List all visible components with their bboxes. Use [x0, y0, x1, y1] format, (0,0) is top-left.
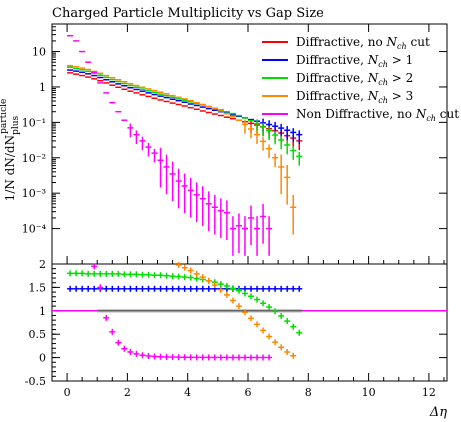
ratio-x-tick-label: 4	[184, 386, 191, 399]
x-axis-label: Δη	[429, 405, 447, 420]
y-axis-label: 1/N dN/dNplusparticle	[0, 99, 21, 202]
ratio-y-tick-label: 0	[39, 352, 46, 365]
main-y-tick-label: 10	[32, 46, 46, 59]
series-non-diffractive-no-n-ch-cut	[67, 34, 273, 256]
ratio-x-tick-label: 0	[64, 386, 71, 399]
ratio-series-0000ff	[67, 285, 303, 292]
main-y-tick-label: 10⁻²	[22, 152, 46, 165]
ratio-x-tick-label: 10	[362, 386, 376, 399]
chart-title: Charged Particle Multiplicity vs Gap Siz…	[52, 6, 324, 21]
ratio-x-tick-label: 6	[244, 386, 251, 399]
legend-label-diffractive-no-cut: Diffractive, no Nch cut	[296, 35, 430, 51]
main-y-tick-label: 1	[39, 81, 46, 94]
ratio-series-00dd00	[67, 270, 303, 336]
ratio-x-tick-label: 2	[124, 386, 131, 399]
ratio-axis-ticks: -0.5 0 0.5 1 1.5 2 0 2 4 6 8 10 12	[25, 258, 447, 399]
ratio-x-tick-label: 8	[305, 386, 312, 399]
series-diffractive-no-n-ch-cut	[67, 72, 303, 151]
main-y-tick-label: 10⁻⁴	[22, 223, 47, 236]
ratio-series	[52, 261, 447, 361]
ratio-panel: -0.5 0 0.5 1 1.5 2 0 2 4 6 8 10 12 Δη	[25, 258, 448, 420]
ratio-y-tick-label: -0.5	[25, 375, 46, 388]
main-y-tick-label: 10⁻³	[22, 187, 46, 200]
legend: Diffractive, no Nch cut Diffractive, Nch…	[262, 35, 459, 123]
main-series	[67, 34, 303, 256]
legend-label-diffractive-nch-gt-3: Diffractive, Nch > 3	[296, 89, 413, 105]
ratio-y-tick-label: 0.5	[29, 328, 47, 341]
main-y-ticks: 10 1 10⁻¹ 10⁻² 10⁻³ 10⁻⁴	[22, 23, 447, 264]
main-panel: 10 1 10⁻¹ 10⁻² 10⁻³ 10⁻⁴ 1/N dN/dNplusparticl…	[0, 23, 459, 265]
legend-label-diffractive-nch-gt-1: Diffractive, Nch > 1	[296, 53, 413, 69]
ratio-y-tick-label: 1.5	[29, 281, 47, 294]
series-diffractive-n-ch-2	[67, 66, 303, 166]
series-diffractive-n-ch-3	[67, 64, 297, 235]
ratio-panel-frame	[51, 263, 448, 382]
ratio-x-tick-label: 12	[422, 386, 436, 399]
ratio-series-ff8800	[175, 261, 297, 359]
legend-label-diffractive-nch-gt-2: Diffractive, Nch > 2	[296, 71, 413, 87]
ratio-y-tick-label: 1	[39, 305, 46, 318]
main-y-tick-label: 10⁻¹	[22, 116, 46, 129]
ratio-y-tick-label: 2	[39, 258, 46, 271]
legend-label-non-diffractive-no-cut: Non Diffractive, no Nch cut	[296, 107, 459, 123]
ratio-series-ff00ff	[91, 263, 273, 361]
